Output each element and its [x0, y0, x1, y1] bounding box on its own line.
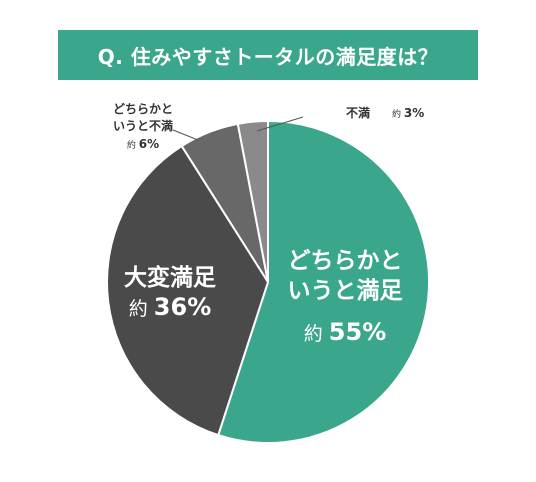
slice-value-prefix-3: 約: [392, 108, 404, 120]
leader-line-2: [172, 129, 199, 141]
pie-slice-0: [216, 119, 430, 444]
slice-value-2: 約 6%: [127, 137, 159, 151]
slice-value-number-3: 3%: [404, 106, 424, 120]
leader-line-3: [256, 116, 304, 132]
slice-value-number-1: 36%: [154, 293, 211, 321]
slice-value-0: 約 55%: [304, 318, 387, 346]
slice-value-number-2: 6%: [139, 137, 159, 151]
slice-value-prefix-2: 約: [127, 139, 139, 151]
question-title: Q. 住みやすさトータルの満足度は？: [97, 44, 439, 69]
slice-value-1: 約 36%: [129, 293, 212, 321]
slice-value-number-0: 55%: [329, 318, 386, 346]
slice-value-prefix-1: 約: [129, 298, 154, 320]
slice-label-2-line-0: どちらかと: [113, 102, 173, 116]
pie-slice-3: [236, 119, 269, 283]
slice-label-0-line-0: どちらかと: [288, 248, 403, 274]
question-banner: Q. 住みやすさトータルの満足度は？: [58, 30, 478, 80]
slice-value-3: 約 3%: [392, 106, 424, 120]
slice-label-0-line-1: いうと満足: [288, 278, 403, 304]
pie-slice-1: [106, 144, 270, 437]
slice-label-2-line-1: いうと不満: [113, 118, 173, 133]
slice-label-3-line-0: 不満: [346, 105, 370, 120]
slice-value-prefix-0: 約: [304, 323, 329, 345]
slice-label-1-line-0: 大変満足: [124, 264, 216, 291]
